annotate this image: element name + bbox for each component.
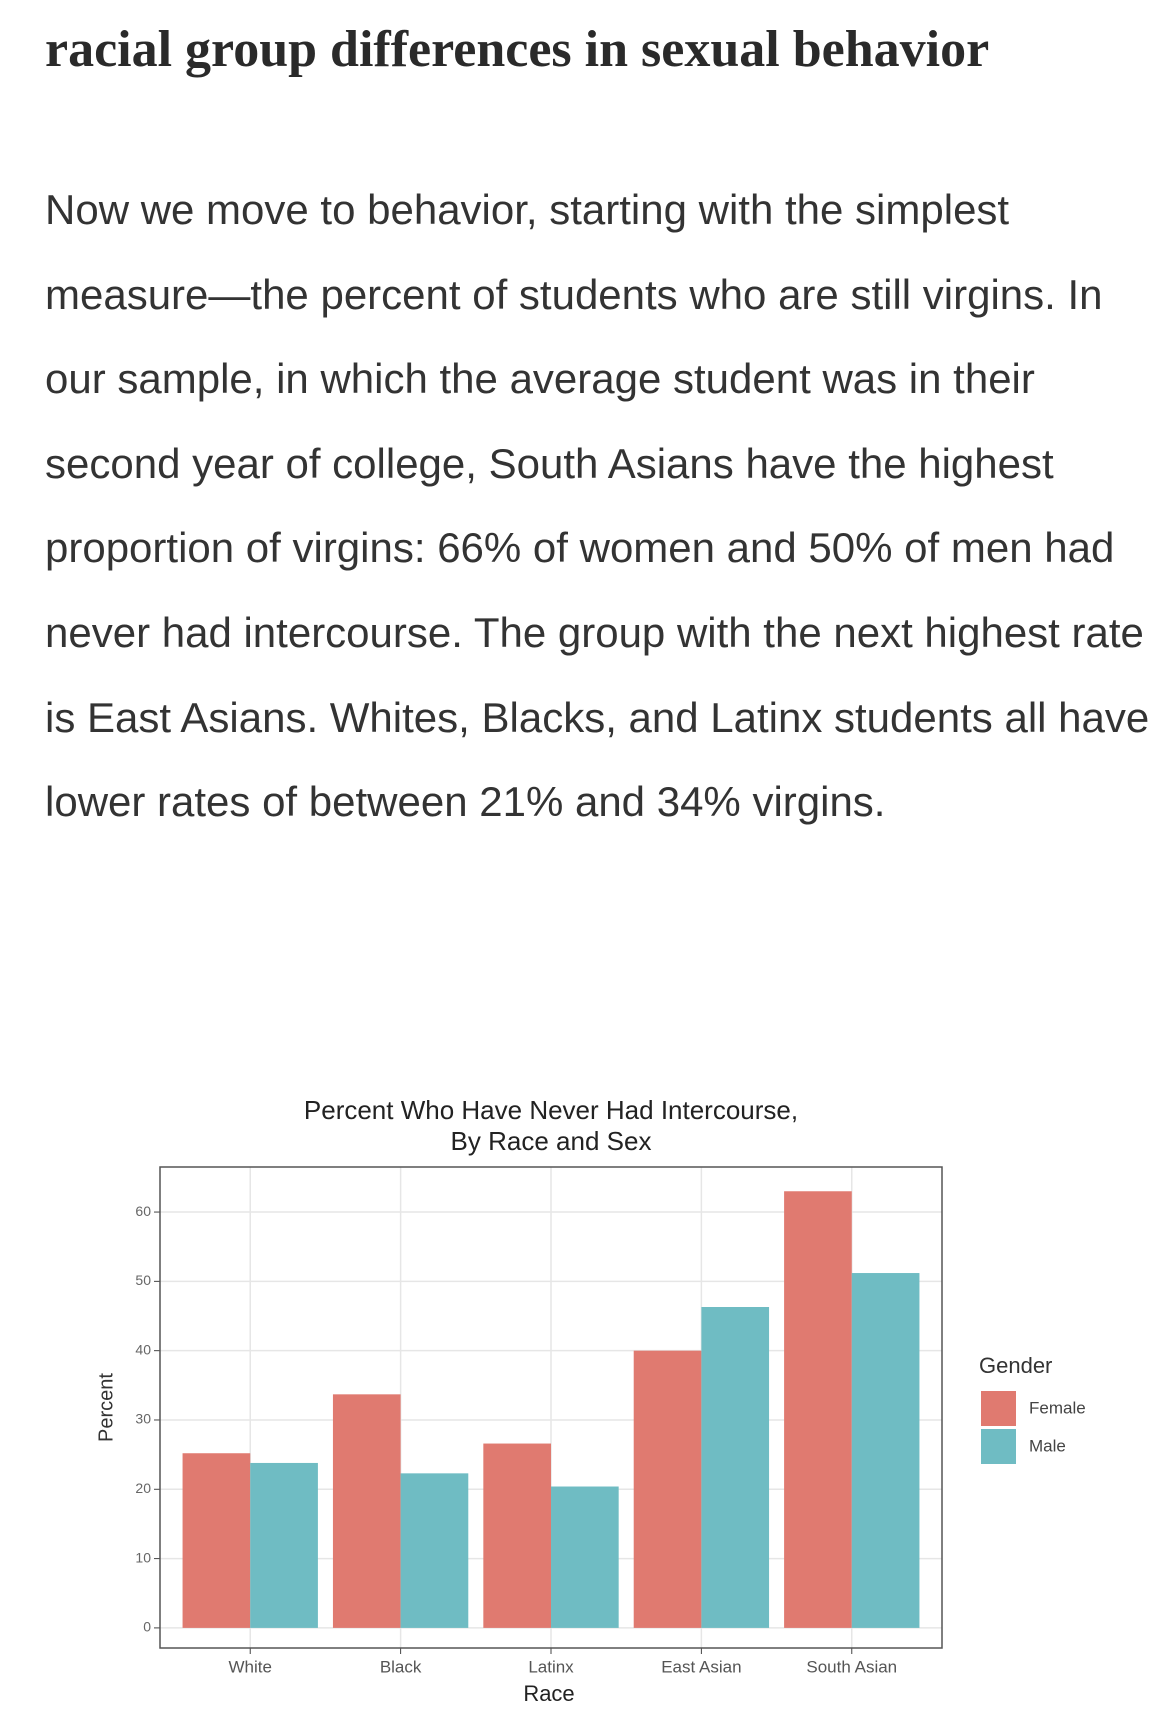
x-axis-label: Race — [523, 1681, 574, 1706]
bar — [182, 1453, 251, 1628]
x-tick-label: Latinx — [528, 1657, 574, 1676]
y-tick-label: 0 — [143, 1619, 151, 1635]
bar — [483, 1443, 551, 1628]
bar — [332, 1394, 401, 1628]
bar — [784, 1191, 852, 1628]
y-tick-label: 20 — [135, 1480, 151, 1496]
y-tick-label: 40 — [135, 1341, 151, 1357]
x-tick-label: East Asian — [661, 1657, 741, 1676]
y-axis-label: Percent — [95, 1373, 117, 1442]
y-tick-label: 60 — [135, 1203, 151, 1219]
bar — [851, 1273, 920, 1628]
heading: racial group differences in sexual behav… — [45, 21, 990, 78]
y-tick-label: 10 — [135, 1549, 151, 1565]
legend-label: Male — [1029, 1436, 1066, 1455]
bar — [701, 1307, 770, 1628]
chart: Percent Who Have Never Had Intercourse, B… — [95, 1095, 1086, 1706]
y-tick-label: 30 — [135, 1411, 151, 1427]
legend-key — [981, 1391, 1016, 1426]
panel-border — [159, 1166, 943, 1649]
bar — [250, 1462, 318, 1628]
x-tick-label: White — [228, 1657, 271, 1676]
bar — [400, 1473, 469, 1628]
legend-key — [981, 1429, 1016, 1464]
chart-title: Percent Who Have Never Had Intercourse, B… — [304, 1095, 798, 1156]
x-tick-label: South Asian — [806, 1657, 897, 1676]
y-tick-label: 50 — [135, 1272, 151, 1288]
bar — [633, 1350, 702, 1628]
paragraph: Now we move to behavior, starting with t… — [45, 186, 1150, 826]
x-tick-label: Black — [380, 1657, 422, 1676]
legend-title: Gender — [979, 1353, 1052, 1378]
legend-label: Female — [1029, 1398, 1086, 1417]
bar — [551, 1486, 619, 1628]
